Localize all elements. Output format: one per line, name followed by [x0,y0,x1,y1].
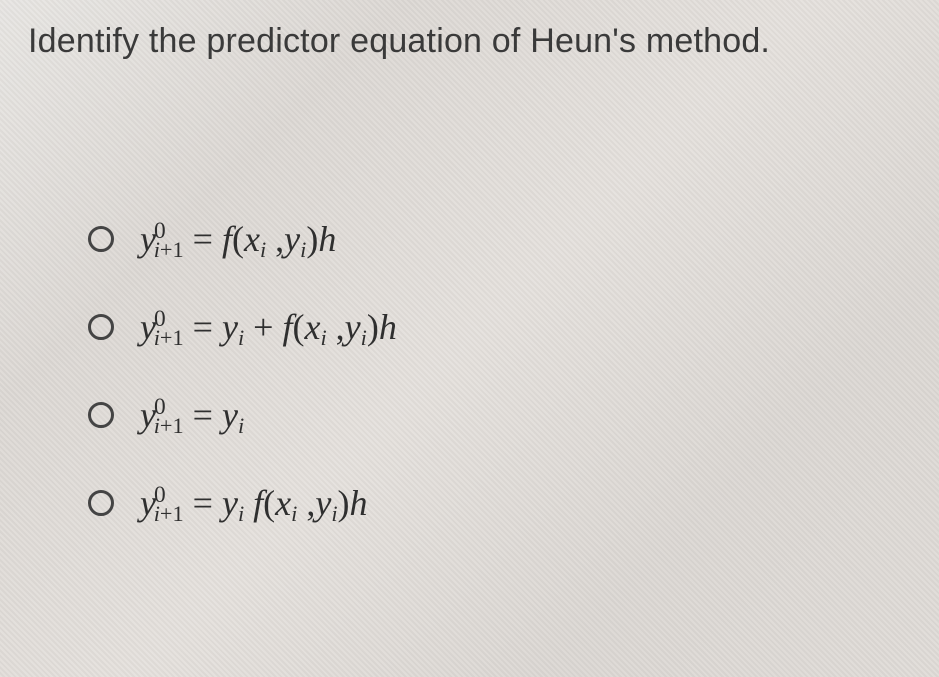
option-a[interactable]: y0i+1 = f(xi ,yi)h [88,221,911,257]
sub-iplus1: i+1 [154,325,184,350]
radio-icon[interactable] [88,490,114,516]
option-b[interactable]: y0i+1 = yi + f(xi ,yi)h [88,309,911,345]
option-a-formula: y0i+1 = f(xi ,yi)h [140,221,336,257]
sub-iplus1: i+1 [154,413,184,438]
equals: = [193,395,222,435]
rhs: yi + f(xi ,yi)h [222,307,397,347]
sub-iplus1: i+1 [154,237,184,262]
radio-icon[interactable] [88,314,114,340]
rhs: yi f(xi ,yi)h [222,483,368,523]
rhs: f(xi ,yi)h [222,219,336,259]
options-group: y0i+1 = f(xi ,yi)h y0i+1 = yi + f(xi ,yi… [28,221,911,521]
option-d-formula: y0i+1 = yi f(xi ,yi)h [140,485,368,521]
equals: = [193,219,222,259]
rhs: yi [222,395,244,435]
option-c-formula: y0i+1 = yi [140,397,244,433]
radio-icon[interactable] [88,226,114,252]
sub-iplus1: i+1 [154,501,184,526]
question-text: Identify the predictor equation of Heun'… [28,22,911,61]
equals: = [193,483,222,523]
option-b-formula: y0i+1 = yi + f(xi ,yi)h [140,309,397,345]
option-d[interactable]: y0i+1 = yi f(xi ,yi)h [88,485,911,521]
question-card: Identify the predictor equation of Heun'… [0,0,939,521]
radio-icon[interactable] [88,402,114,428]
option-c[interactable]: y0i+1 = yi [88,397,911,433]
equals: = [193,307,222,347]
